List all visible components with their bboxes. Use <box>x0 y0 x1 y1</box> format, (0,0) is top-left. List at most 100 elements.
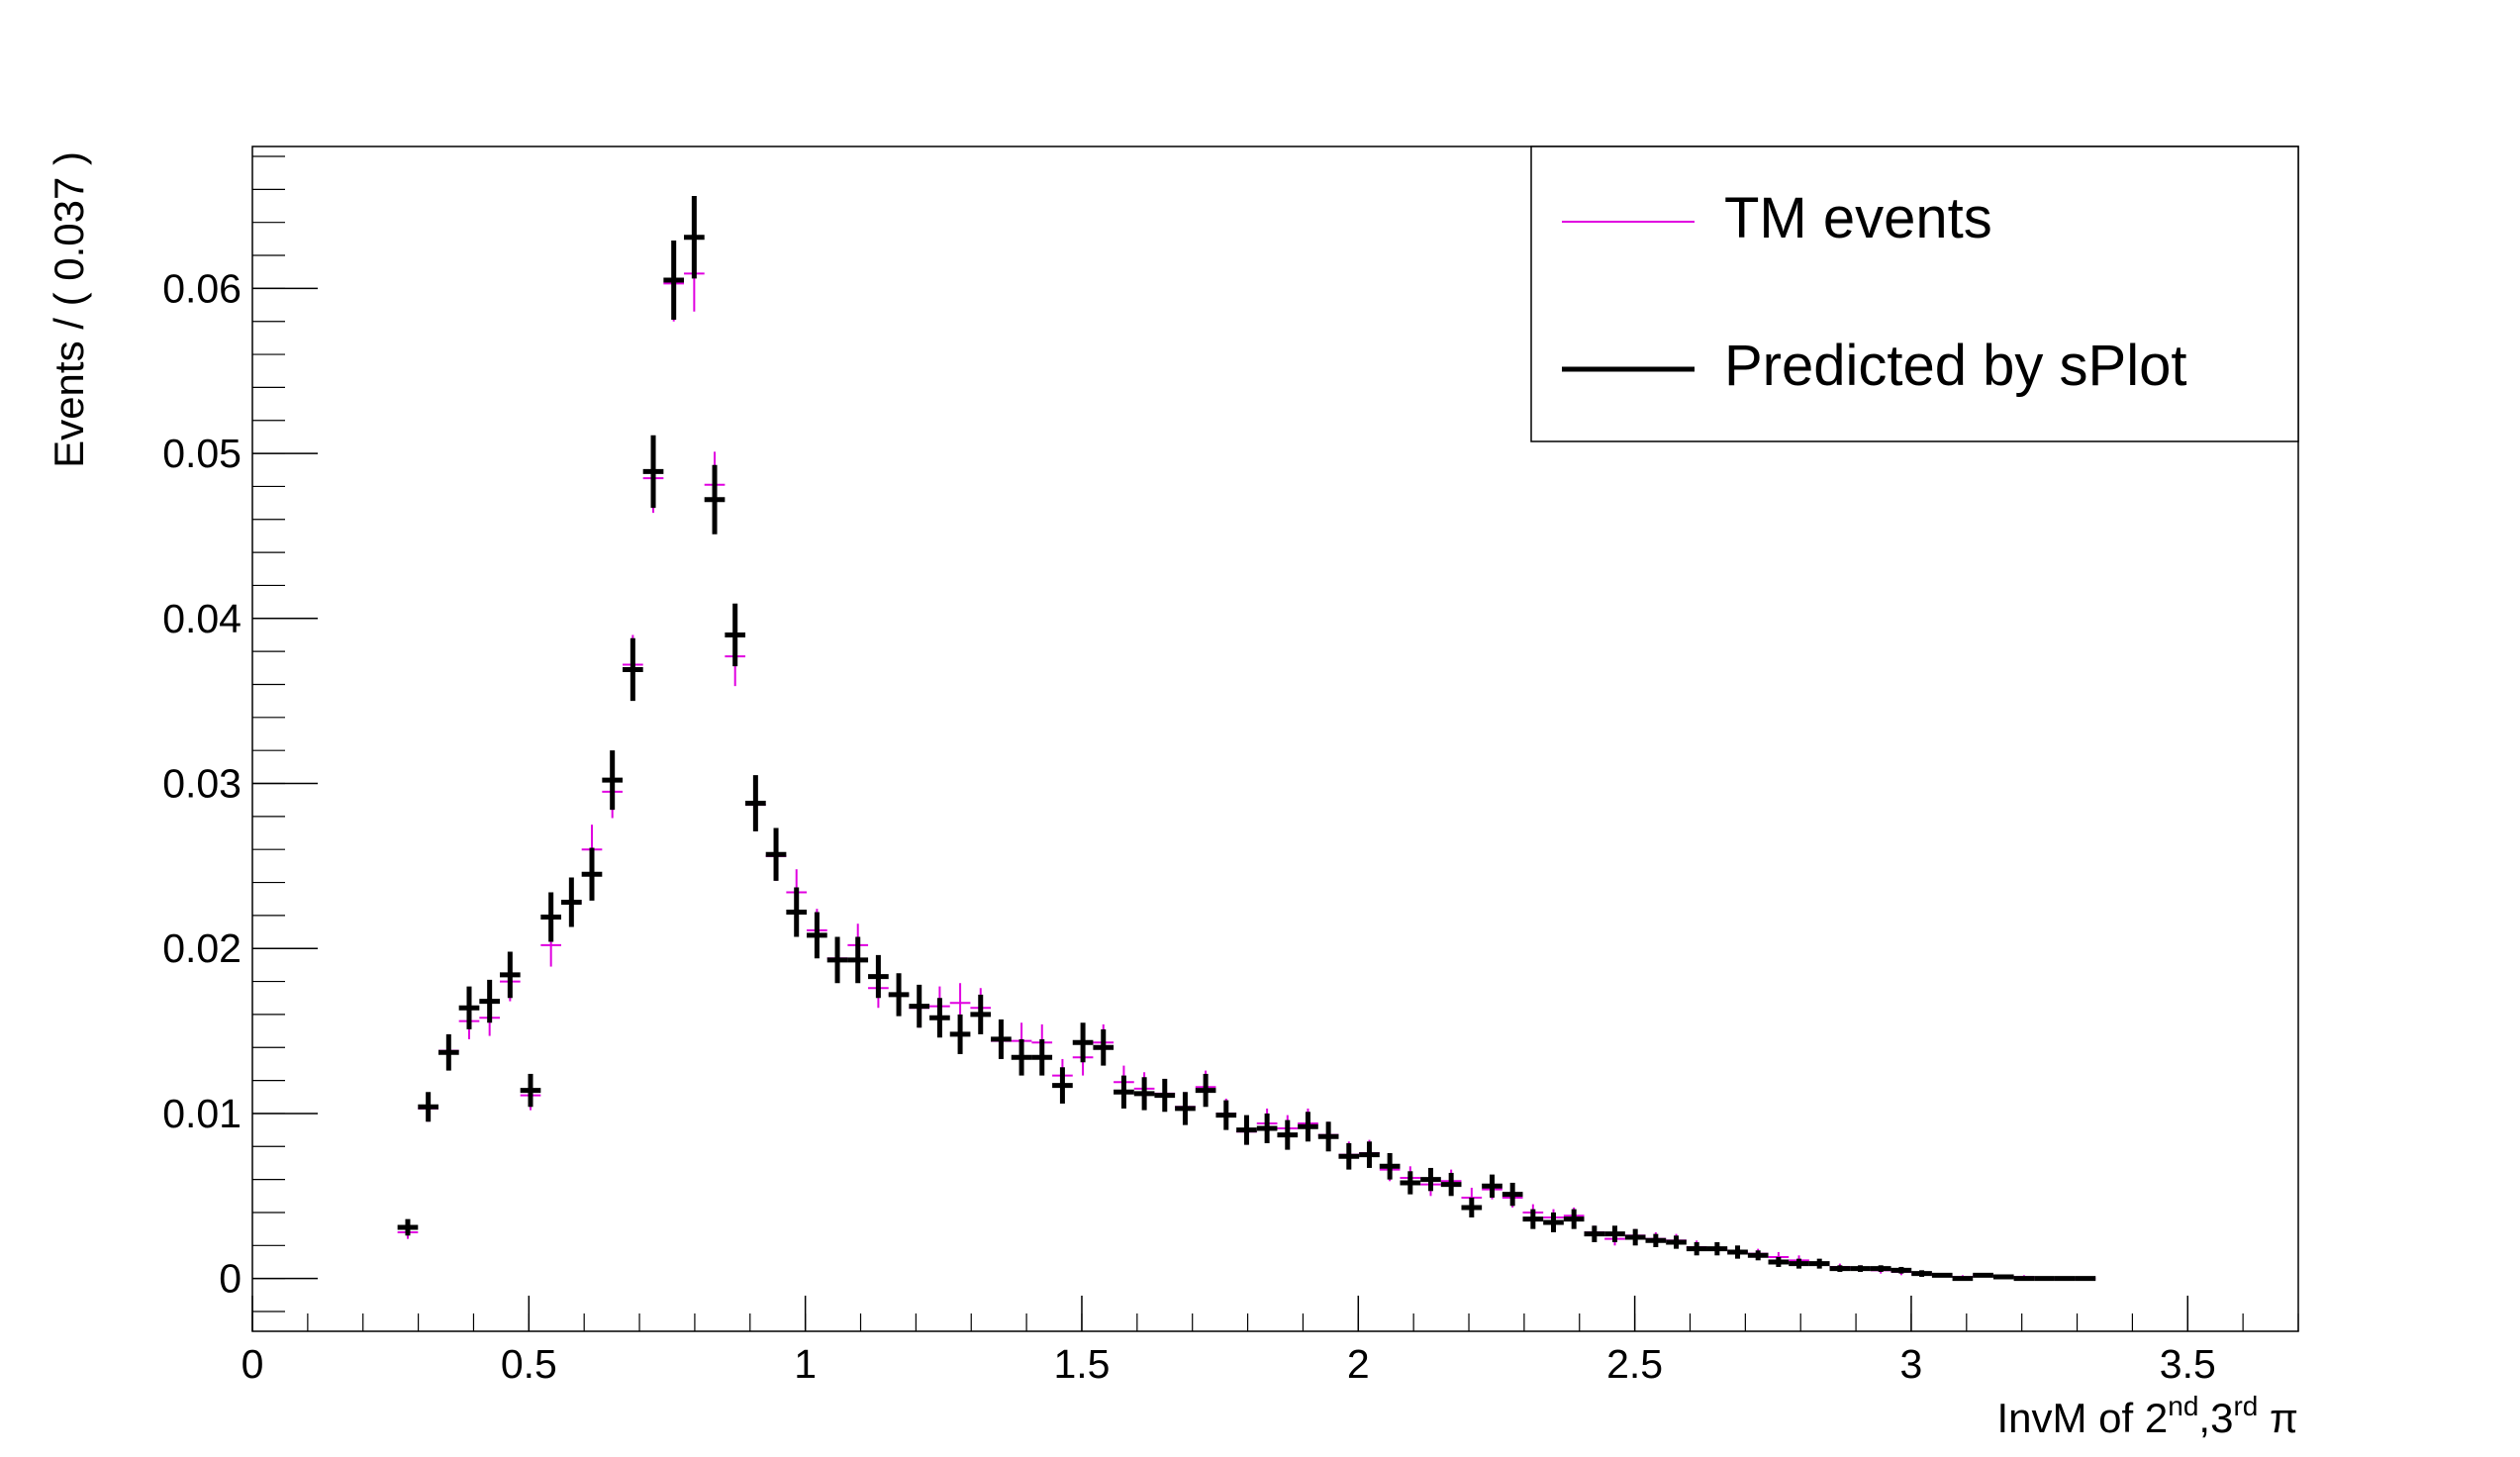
x-tick-labels: 0 0.5 1 1.5 2 2.5 3 3.5 <box>242 1341 2216 1387</box>
data-point <box>1440 1172 1462 1197</box>
data-point <box>1850 1265 1871 1272</box>
data-point <box>929 998 950 1038</box>
data-point <box>1338 1142 1360 1170</box>
data-point <box>1072 1022 1094 1063</box>
data-point <box>1768 1256 1790 1267</box>
data-point <box>663 241 685 321</box>
data-point <box>1379 1152 1401 1180</box>
data-point <box>1400 1171 1421 1195</box>
data-point <box>520 1073 541 1108</box>
series-predicted-by-splot <box>397 196 2096 1282</box>
data-point <box>1011 1038 1032 1076</box>
data-point <box>1114 1075 1134 1109</box>
data-point <box>1727 1245 1748 1259</box>
data-point <box>418 1092 438 1122</box>
y-tick-label: 0.06 <box>162 265 242 311</box>
data-point <box>623 637 643 702</box>
data-point <box>1154 1078 1176 1113</box>
data-point <box>1686 1241 1707 1256</box>
data-point <box>826 936 848 984</box>
y-tick-label: 0.05 <box>162 431 242 476</box>
data-point <box>397 1218 419 1236</box>
data-point <box>1666 1235 1687 1249</box>
data-point <box>1298 1112 1318 1142</box>
x-tick-label: 3 <box>1900 1341 1923 1387</box>
y-tick-label: 0 <box>219 1256 242 1302</box>
data-point <box>991 1019 1012 1059</box>
data-point <box>745 775 766 831</box>
data-point <box>949 1014 971 1054</box>
data-point <box>909 984 930 1028</box>
y-tick-label: 0.03 <box>162 761 242 807</box>
data-point <box>1543 1212 1564 1232</box>
data-point <box>1706 1241 1728 1256</box>
x-axis-label: InvM of 2nd,3rd π <box>1997 1391 2299 1441</box>
x-tick-label: 1 <box>794 1341 817 1387</box>
data-point <box>1789 1258 1809 1269</box>
legend-label-tm-events: TM events <box>1724 186 1992 250</box>
data-point <box>807 912 827 959</box>
x-tick-label: 0.5 <box>501 1341 557 1387</box>
data-point <box>437 1033 459 1071</box>
data-point <box>970 994 992 1034</box>
legend: TM events Predicted by sPlot <box>1530 146 2299 442</box>
data-point <box>1420 1167 1441 1192</box>
x-axis-label-end: π <box>2258 1395 2298 1441</box>
x-tick-label: 2 <box>1347 1341 1370 1387</box>
data-point <box>1563 1209 1585 1229</box>
x-axis-label-sup2: rd <box>2233 1391 2258 1421</box>
data-point <box>1133 1077 1155 1111</box>
data-point <box>868 954 889 999</box>
data-point <box>684 196 705 279</box>
data-point <box>1645 1233 1667 1247</box>
data-point <box>1195 1073 1216 1108</box>
data-point <box>1992 1274 2014 1280</box>
data-point <box>1093 1028 1115 1066</box>
x-tick-label: 1.5 <box>1053 1341 1110 1387</box>
data-point <box>1747 1250 1769 1261</box>
data-point <box>1624 1228 1646 1246</box>
data-point <box>1277 1119 1299 1150</box>
x-tick-label: 3.5 <box>2160 1341 2216 1387</box>
data-point <box>1482 1174 1502 1198</box>
data-point <box>888 973 910 1017</box>
data-point <box>1808 1258 1830 1269</box>
data-point <box>561 877 582 927</box>
data-point <box>1584 1225 1605 1242</box>
data-point <box>1461 1197 1483 1217</box>
data-point <box>847 936 869 984</box>
data-point <box>1973 1272 1993 1278</box>
data-point <box>1604 1225 1625 1242</box>
x-tick-label: 0 <box>242 1341 264 1387</box>
data-point <box>1931 1272 1953 1278</box>
data-point <box>725 603 746 667</box>
data-point <box>704 464 726 534</box>
major-ticks <box>251 287 2189 1331</box>
data-point <box>786 887 808 937</box>
x-axis-label-sup1: nd <box>2168 1391 2198 1421</box>
data-point <box>1359 1141 1380 1168</box>
data-point <box>1236 1115 1257 1145</box>
y-axis-label: Events / ( 0.037 ) <box>46 151 92 468</box>
data-point <box>479 979 500 1023</box>
y-tick-label: 0.01 <box>162 1091 242 1136</box>
x-axis-label-main: InvM of 2 <box>1997 1395 2169 1441</box>
legend-box <box>1530 146 2299 442</box>
data-point <box>1175 1092 1196 1125</box>
data-point <box>1215 1100 1237 1130</box>
data-point <box>1256 1113 1278 1143</box>
data-point <box>642 435 664 509</box>
data-point <box>1911 1270 1932 1277</box>
data-point <box>765 827 787 881</box>
y-tick-label: 0.02 <box>162 925 242 971</box>
plot-frame <box>251 146 2299 1332</box>
legend-label-splot: Predicted by sPlot <box>1724 334 2186 398</box>
y-tick-label: 0.04 <box>162 596 242 641</box>
data-point <box>1522 1209 1544 1229</box>
x-tick-label: 2.5 <box>1606 1341 1663 1387</box>
data-point <box>458 986 480 1029</box>
data-point <box>1031 1038 1053 1076</box>
data-point <box>1052 1067 1073 1104</box>
series-layer <box>397 196 2096 1282</box>
